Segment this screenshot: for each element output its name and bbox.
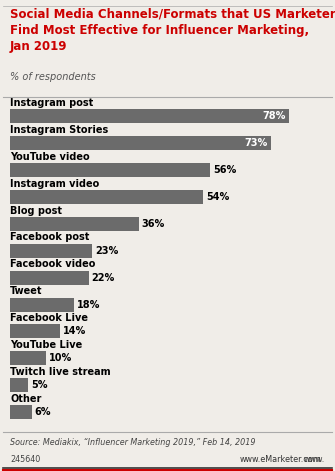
Text: Facebook Live: Facebook Live: [10, 313, 88, 323]
Text: 6%: 6%: [35, 407, 51, 417]
Text: Twitch live stream: Twitch live stream: [10, 367, 111, 377]
Bar: [10, 163, 210, 177]
Text: YouTube video: YouTube video: [10, 152, 90, 162]
Text: 56%: 56%: [213, 165, 237, 175]
Text: Instagram Stories: Instagram Stories: [10, 125, 108, 135]
Bar: [10, 109, 289, 123]
Text: www.: www.: [304, 455, 325, 464]
Bar: [10, 217, 139, 231]
Text: 14%: 14%: [63, 326, 86, 336]
Bar: [10, 378, 28, 392]
Bar: [10, 298, 74, 311]
Text: Facebook post: Facebook post: [10, 233, 89, 243]
Text: 18%: 18%: [77, 300, 101, 309]
Bar: [10, 351, 46, 365]
Text: Instagram video: Instagram video: [10, 179, 99, 189]
Text: % of respondents: % of respondents: [10, 72, 96, 81]
Text: 23%: 23%: [95, 246, 119, 256]
Text: Facebook video: Facebook video: [10, 260, 95, 269]
Text: 78%: 78%: [262, 111, 285, 122]
Bar: [10, 325, 60, 339]
Text: 5%: 5%: [31, 380, 47, 390]
Bar: [10, 244, 92, 258]
Bar: [10, 405, 31, 419]
Text: Tweet: Tweet: [10, 286, 43, 296]
Text: 36%: 36%: [142, 219, 165, 229]
Text: 10%: 10%: [49, 353, 72, 363]
Text: Social Media Channels/Formats that US Marketers
Find Most Effective for Influenc: Social Media Channels/Formats that US Ma…: [10, 7, 335, 53]
Text: Source: Mediakix, “Influencer Marketing 2019,” Feb 14, 2019: Source: Mediakix, “Influencer Marketing …: [10, 438, 256, 447]
Text: 73%: 73%: [245, 138, 268, 148]
Text: www.eMarketer.com: www.eMarketer.com: [240, 455, 322, 464]
Text: 245640: 245640: [10, 455, 40, 464]
Text: Instagram post: Instagram post: [10, 98, 93, 108]
Text: Other: Other: [10, 394, 42, 404]
Text: 22%: 22%: [92, 273, 115, 283]
Bar: [10, 190, 203, 204]
Text: YouTube Live: YouTube Live: [10, 340, 82, 350]
Text: Blog post: Blog post: [10, 205, 62, 216]
Bar: [10, 136, 271, 150]
Text: 54%: 54%: [206, 192, 229, 202]
Bar: [10, 271, 89, 284]
